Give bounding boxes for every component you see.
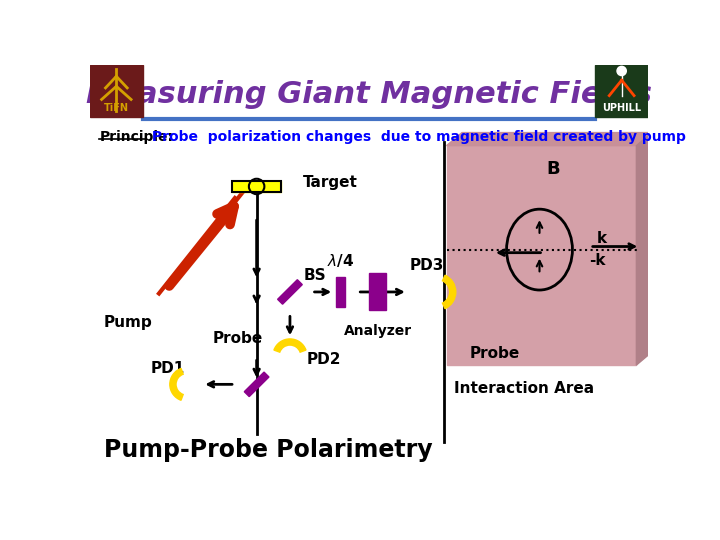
Text: -k: -k <box>590 253 606 268</box>
Bar <box>595 65 648 117</box>
Text: Pump: Pump <box>104 315 153 330</box>
Polygon shape <box>636 132 652 365</box>
Polygon shape <box>244 372 269 396</box>
Polygon shape <box>446 132 652 146</box>
Text: Target: Target <box>303 175 358 190</box>
Circle shape <box>617 66 626 76</box>
Text: Principle:: Principle: <box>99 130 174 144</box>
Text: Probe: Probe <box>469 346 520 361</box>
Text: UPHILL: UPHILL <box>602 103 642 112</box>
Bar <box>446 146 636 365</box>
Text: Analyzer: Analyzer <box>343 325 412 338</box>
Text: PD2: PD2 <box>307 352 341 367</box>
Wedge shape <box>443 275 456 309</box>
Polygon shape <box>278 280 302 304</box>
Wedge shape <box>170 368 183 400</box>
Text: Interaction Area: Interaction Area <box>454 381 594 396</box>
Bar <box>90 65 143 117</box>
Bar <box>369 273 386 310</box>
Wedge shape <box>274 339 306 352</box>
Text: PD3: PD3 <box>410 258 444 273</box>
Text: Measuring Giant Magnetic Fields: Measuring Giant Magnetic Fields <box>86 79 652 109</box>
Bar <box>232 181 282 192</box>
Text: PD1: PD1 <box>150 361 184 376</box>
Text: Probe  polarization changes  due to magnetic field created by pump: Probe polarization changes due to magnet… <box>148 130 686 144</box>
Text: BS: BS <box>304 267 327 282</box>
Text: k: k <box>596 231 606 246</box>
Text: Probe: Probe <box>212 330 263 346</box>
Bar <box>232 181 282 192</box>
Text: TiFN: TiFN <box>104 103 129 112</box>
Text: Pump-Probe Polarimetry: Pump-Probe Polarimetry <box>104 438 433 462</box>
Text: B: B <box>546 160 560 178</box>
Bar <box>336 276 345 307</box>
Text: $\lambda$/4: $\lambda$/4 <box>327 252 354 269</box>
